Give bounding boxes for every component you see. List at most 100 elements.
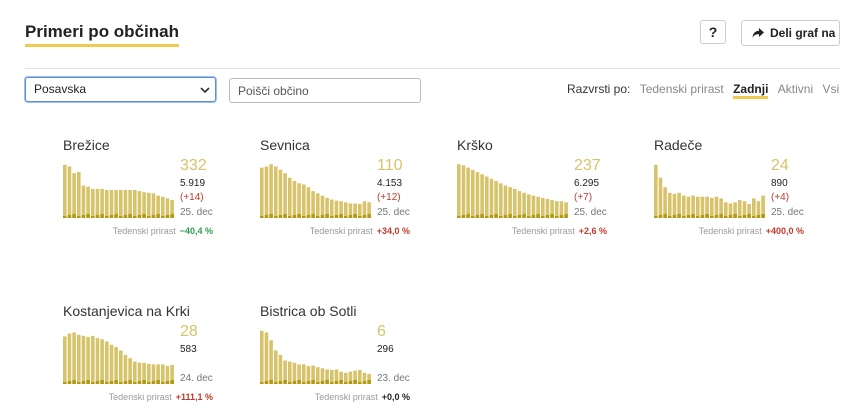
chart-bar-increment [147, 216, 151, 218]
sort-option-vsi[interactable]: Vsi [822, 82, 840, 96]
chart-bar-increment [654, 216, 658, 218]
chart-bar-increment [165, 381, 170, 384]
chart-bar [306, 187, 311, 218]
chart-bar [297, 364, 301, 384]
active-cases: 110 [377, 157, 403, 174]
chart-bar-increment [260, 216, 264, 218]
chart-bar [156, 195, 160, 218]
chart-bar-increment [114, 214, 118, 218]
search-input[interactable] [229, 78, 421, 103]
page-title: Primeri po občinah [25, 22, 179, 47]
chart-bar-increment [151, 215, 156, 218]
chart-bar-increment [283, 214, 287, 218]
chart-bar [311, 365, 315, 384]
chart-bar [480, 174, 484, 218]
chart-bar-increment [67, 215, 72, 218]
chart-bar [278, 354, 283, 384]
chart-bar-increment [302, 216, 306, 218]
chart-bar-increment [513, 216, 517, 218]
chart-bar-increment [344, 216, 348, 218]
chart-bar-increment [156, 380, 160, 384]
chart-bar-increment [344, 382, 348, 384]
municipality-card[interactable]: Bistrica ob Sotli 6 296 23. dec Tedenski pri… [260, 303, 425, 413]
chart-bar-increment [691, 214, 695, 218]
last-date: 23. dec [377, 373, 410, 384]
municipality-card[interactable]: Krško 237 6.295 (+7) 25. dec Tedenski prirast… [457, 137, 622, 247]
active-cases: 28 [180, 323, 198, 340]
chart-bar [559, 201, 564, 218]
chart-bar [564, 202, 568, 218]
chart-bar-increment [95, 215, 100, 218]
weekly-change-value: +111,1 % [175, 392, 213, 402]
chart-bar [288, 361, 292, 384]
chart-bar [142, 362, 146, 384]
chart-bar-increment [128, 214, 132, 218]
help-button[interactable]: ? [700, 20, 726, 44]
chart-bar-increment [306, 215, 311, 218]
chart-bar-increment [339, 214, 343, 218]
chart-bar [119, 190, 123, 218]
chart-bar-increment [95, 381, 100, 384]
weekly-change: Tedenski prirast +2,6 % [457, 226, 607, 236]
chart-bar-increment [531, 215, 536, 218]
chart-bar-increment [710, 216, 714, 218]
chart-bar [747, 204, 751, 218]
chart-bar [672, 193, 677, 218]
chart-bar-increment [752, 216, 756, 218]
municipality-card[interactable]: Kostanjevica na Krki 28 583 24. dec Tedenski… [63, 303, 228, 413]
chart-bar-increment [123, 215, 128, 218]
chart-bar [306, 366, 311, 384]
municipality-card[interactable]: Radeče 24 890 (+4) 25. dec Tedenski prirast +4… [654, 137, 819, 247]
chart-bar [705, 196, 709, 218]
chart-bar-increment [564, 214, 568, 218]
chart-bar-increment [119, 382, 123, 384]
chart-bar [348, 203, 353, 218]
chart-bar-increment [353, 214, 357, 218]
chart-bar [339, 371, 343, 384]
chart-bar-increment [123, 381, 128, 384]
sort-option-tedenski-prirast[interactable]: Tedenski prirast [639, 82, 724, 96]
weekly-change: Tedenski prirast +34,0 % [260, 226, 410, 236]
municipality-card[interactable]: Brežice 332 5.919 (+14) 25. dec Tedenski prir… [63, 137, 228, 247]
chart-bar-increment [719, 214, 723, 218]
chart-bar [91, 335, 95, 384]
municipality-card[interactable]: Sevnica 110 4.153 (+12) 25. dec Tedenski prir… [260, 137, 425, 247]
municipality-name: Radeče [654, 137, 703, 153]
weekly-change-value: +400,0 % [765, 226, 804, 236]
chart-bar [100, 339, 104, 384]
region-select[interactable]: Posavska [25, 77, 216, 102]
chart-bar [81, 335, 86, 384]
chart-bar-increment [72, 380, 76, 384]
chart-bar [67, 333, 72, 384]
chart-bar [302, 184, 306, 218]
sort-option-zadnji[interactable]: Zadnji [733, 83, 769, 99]
chart-bar-increment [161, 382, 165, 384]
chart-bar [81, 185, 86, 218]
chart-bar-increment [142, 214, 146, 218]
chart-bar [330, 370, 334, 384]
chart-bar [536, 196, 540, 218]
chart-bar-increment [325, 214, 329, 218]
chart-bar [95, 188, 100, 218]
chart-bar [668, 192, 672, 218]
chart-bar-increment [457, 216, 461, 218]
chart-bar [499, 183, 503, 218]
last-date: 25. dec [377, 207, 410, 218]
share-button[interactable]: Deli graf na [741, 20, 840, 46]
chart-bar-increment [77, 216, 81, 218]
chart-bar-increment [728, 215, 733, 218]
chart-bar-increment [292, 215, 297, 218]
chart-bar-increment [302, 382, 306, 384]
sparkline-chart [260, 330, 371, 384]
weekly-change-value: −40,4 % [179, 226, 213, 236]
chart-bar-increment [105, 382, 109, 384]
chart-bar [72, 173, 76, 218]
chart-bar [137, 362, 142, 384]
chart-bar [109, 190, 114, 218]
sort-option-aktivni[interactable]: Aktivni [777, 82, 814, 96]
chart-bar [269, 340, 273, 384]
chart-bar-increment [536, 214, 540, 218]
chart-bar-increment [264, 215, 269, 218]
municipality-name: Kostanjevica na Krki [63, 303, 190, 319]
chart-bar [334, 369, 339, 384]
